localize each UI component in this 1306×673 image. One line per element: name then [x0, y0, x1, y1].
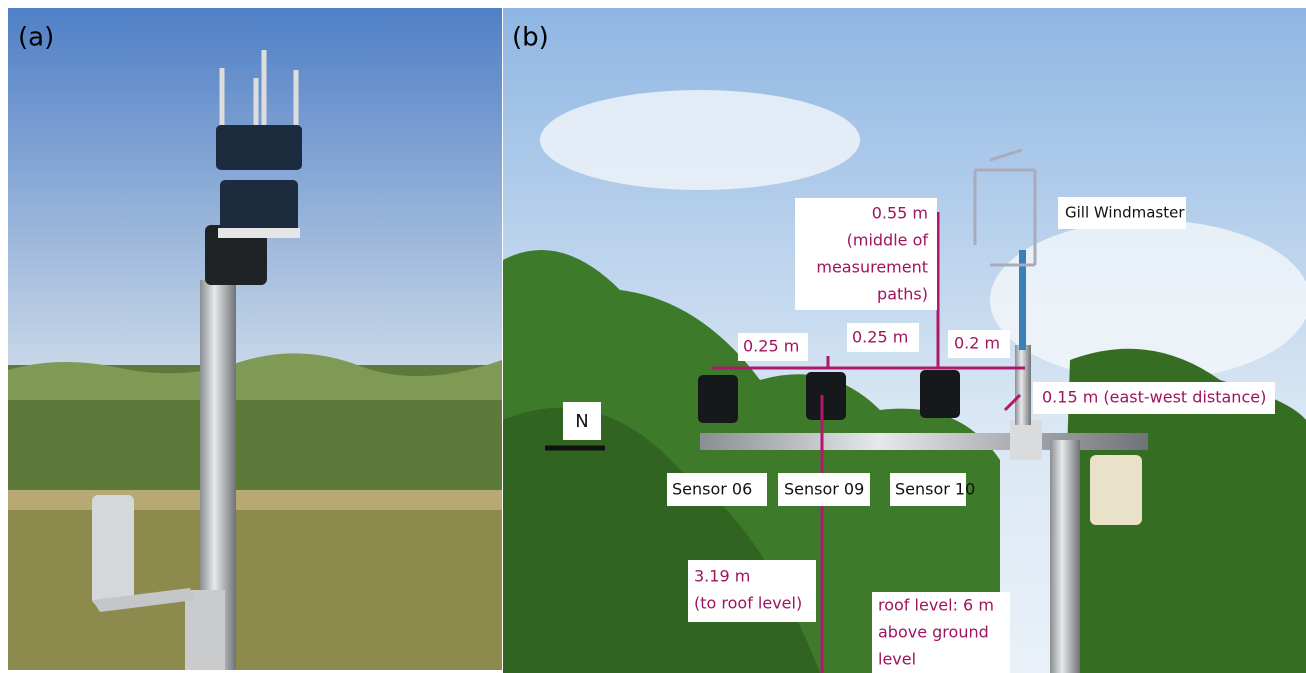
- annotation-text: 3.19 m: [694, 567, 750, 586]
- label-box: [563, 402, 601, 440]
- annotation-text: Sensor 06: [672, 480, 752, 499]
- annotation-text: measurement: [816, 258, 928, 277]
- label-box: [738, 333, 808, 361]
- label-box: [778, 473, 870, 506]
- label-box: [1033, 382, 1275, 414]
- annotation-text: (middle of: [847, 231, 929, 250]
- annotation-text: 0.55 m: [872, 204, 928, 223]
- annotation-text: above ground: [878, 623, 989, 642]
- panel-label: (a): [18, 23, 54, 53]
- annotation-text: N: [575, 411, 588, 432]
- annotation-text: 0.25 m: [743, 337, 799, 356]
- annotation-text: level: [878, 650, 916, 669]
- annotations: 0.55 m (middle of measurement paths) Gill Wi…: [563, 197, 1275, 673]
- annotation-text: Sensor 10: [895, 480, 975, 499]
- label-box: [948, 330, 1010, 358]
- label-box: [688, 560, 816, 622]
- panel-label: (b): [512, 23, 549, 53]
- annotation-text: roof level: 6 m: [878, 596, 994, 615]
- annotation-text: paths): [877, 285, 928, 304]
- label-box: [890, 473, 966, 506]
- label-box: [795, 198, 937, 310]
- label-box: [872, 592, 1010, 673]
- annotation-text: (to roof level): [694, 594, 802, 613]
- label-box: [1058, 197, 1186, 229]
- annotation-text: 0.2 m: [954, 334, 1000, 353]
- annotation-text: Gill Windmaster: [1065, 204, 1185, 222]
- panel-a-photo: [8, 8, 502, 670]
- dimension-lines: [712, 212, 1025, 673]
- label-box: [847, 323, 919, 352]
- annotation-text: 0.25 m: [852, 328, 908, 347]
- annotation-text: 0.15 m (east-west distance): [1042, 388, 1266, 407]
- annotation-text: Sensor 09: [784, 480, 864, 499]
- label-box: [667, 473, 767, 506]
- panel-b-photo: [503, 8, 1306, 673]
